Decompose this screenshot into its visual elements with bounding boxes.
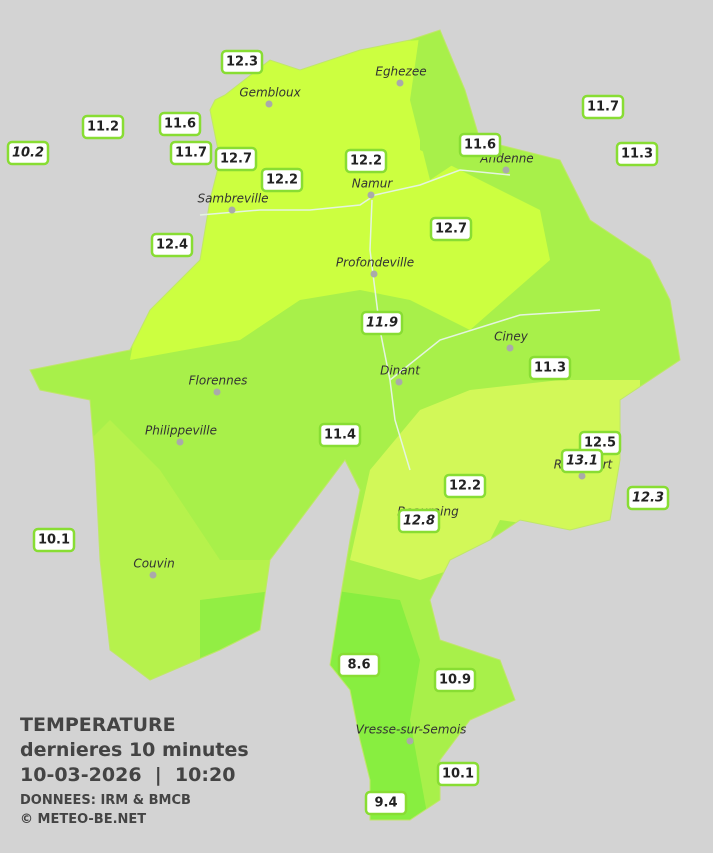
station-value: 10.1: [442, 767, 474, 782]
station-box: [443, 473, 487, 499]
station-box: [220, 49, 264, 75]
station-box: [32, 527, 76, 553]
station-value: 11.6: [464, 138, 496, 153]
subtitle: dernieres 10 minutes: [20, 739, 249, 761]
station-value: 11.6: [164, 117, 196, 132]
station-box: [560, 448, 604, 474]
town-dot: [502, 166, 510, 174]
station-box: [150, 232, 194, 258]
station-value: 12.7: [435, 222, 467, 237]
town-name: Florennes: [189, 374, 248, 388]
station-box: [528, 355, 572, 381]
town-name: Sambreville: [197, 192, 268, 206]
station-value: 9.4: [374, 796, 397, 811]
station-value: 12.7: [220, 152, 252, 167]
source: DONNEES: IRM & BMCB: [20, 793, 191, 808]
town-dot: [228, 206, 236, 214]
station-value: 11.3: [621, 147, 653, 162]
station-box: [429, 216, 473, 242]
station-box: [364, 790, 408, 816]
station-value: 11.3: [534, 361, 566, 376]
station-box: [81, 114, 125, 140]
station-box: [436, 761, 480, 787]
station-value: 10.9: [439, 673, 471, 688]
town-name: Eghezee: [375, 65, 426, 79]
town-dot: [176, 438, 184, 446]
town-dot: [367, 191, 375, 199]
station-value: 10.2: [12, 146, 44, 161]
station-value: 12.4: [156, 238, 188, 253]
town-name: Dinant: [380, 364, 421, 378]
station-box: [260, 167, 304, 193]
station-value: 12.2: [449, 479, 481, 494]
station-value: 12.5: [584, 436, 616, 451]
town-name: Namur: [352, 177, 394, 191]
station-box: [360, 310, 404, 336]
title: TEMPERATURE: [20, 714, 176, 736]
station-value: 11.4: [324, 428, 356, 443]
station-value: 12.2: [266, 173, 298, 188]
town-dot: [396, 79, 404, 87]
town-dot: [506, 344, 514, 352]
town-dot: [213, 388, 221, 396]
legend-text: TEMPERATURE dernieres 10 minutes 10-03-2…: [20, 714, 249, 827]
station-box: [6, 140, 50, 166]
station-value: 11.7: [587, 100, 619, 115]
station-value: 11.7: [175, 146, 207, 161]
town-name: Gembloux: [239, 86, 301, 100]
station-box: [615, 141, 659, 167]
town-dot: [406, 737, 414, 745]
town-name: Philippeville: [145, 424, 217, 438]
town-dot: [395, 378, 403, 386]
station-box: [337, 652, 381, 678]
station-box: [433, 667, 477, 693]
station-box: [626, 485, 670, 511]
station-box: [581, 94, 625, 120]
station-value: 12.3: [632, 491, 664, 506]
station-box: [169, 140, 213, 166]
station-value: 11.2: [87, 120, 119, 135]
station-box: [158, 111, 202, 137]
town-dot: [370, 270, 378, 278]
station-value: 11.9: [366, 316, 398, 331]
station-box: [344, 148, 388, 174]
town-name: Couvin: [133, 557, 174, 571]
town-dot: [265, 100, 273, 108]
station-value: 12.8: [403, 514, 435, 529]
town-dot: [149, 571, 157, 579]
station-value: 13.1: [566, 454, 598, 469]
station-box: [318, 422, 362, 448]
station-box: [458, 132, 502, 158]
station-value: 10.1: [38, 533, 70, 548]
station-box: [397, 508, 441, 534]
stations: 12.3 11.2 10.2 11.6 11.7 12.7 12.2 12.2 11.6 11.7…: [6, 49, 670, 816]
town-name: Ciney: [494, 330, 529, 344]
town-name: Vresse-sur-Semois: [356, 723, 467, 737]
copyright: © METEO-BE.NET: [20, 812, 146, 827]
station-box: [214, 146, 258, 172]
station-value: 8.6: [347, 658, 370, 673]
town-dot: [578, 472, 586, 480]
timestamp: 10-03-2026 | 10:20: [20, 764, 235, 786]
station-value: 12.3: [226, 55, 258, 70]
station-value: 12.2: [350, 154, 382, 169]
town-name: Profondeville: [336, 256, 414, 270]
